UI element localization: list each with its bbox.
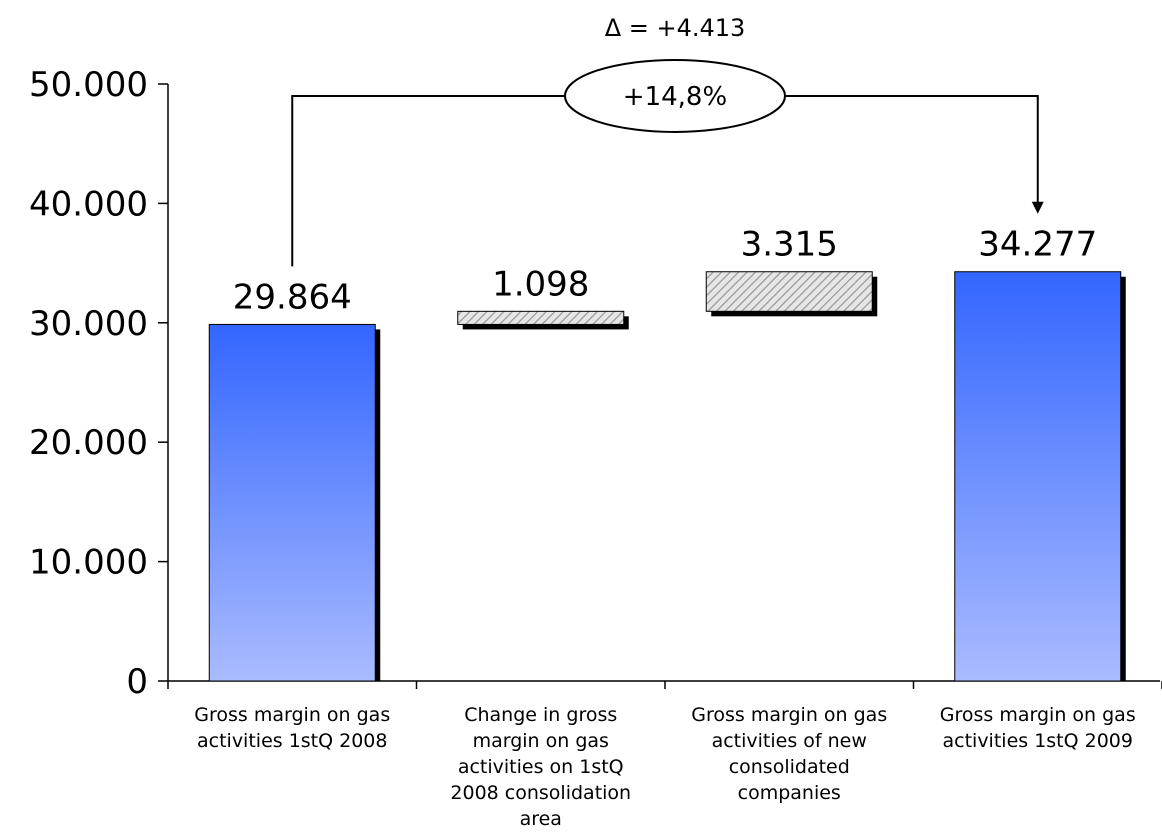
- percent-ellipse: [564, 58, 786, 133]
- bars-layer: [208, 271, 1126, 682]
- axis-layer: 0 10.000 20.000 30.000 40.000 50.000: [29, 65, 1162, 702]
- delta-bar: [457, 310, 625, 325]
- y-tick-label: 20.000: [29, 423, 148, 463]
- y-tick-label: 30.000: [29, 304, 148, 344]
- total-bar: [208, 323, 376, 682]
- bar-value-label: 3.315: [741, 225, 838, 265]
- bracket-arrowhead: [1031, 201, 1044, 214]
- delta-bar: [705, 271, 873, 312]
- category-label: Gross margin on gas activities of new cons…: [691, 704, 887, 804]
- percent-change-label: +14,8%: [623, 82, 727, 112]
- labels-layer: 29.864 Gross margin on gas activities 1stQ…: [194, 225, 1135, 830]
- category-label: Gross margin on gas activities 1stQ 2009: [940, 704, 1136, 752]
- comparison-bracket: [291, 94, 1039, 267]
- y-tick-label: 40.000: [29, 184, 148, 224]
- y-tick-label: 0: [126, 662, 148, 702]
- category-label: Change in gross margin on gas activities o…: [450, 704, 631, 830]
- annotation-layer: +14,8% Δ = +4.413: [291, 14, 1044, 267]
- y-tick-label: 50.000: [29, 65, 148, 105]
- category-label: Gross margin on gas activities 1stQ 2008: [194, 704, 390, 752]
- y-tick-label: 10.000: [29, 543, 148, 583]
- delta-annotation: Δ = +4.413: [605, 14, 746, 42]
- bar-value-label: 1.098: [492, 264, 589, 304]
- bar-value-label: 29.864: [233, 277, 352, 317]
- total-bar: [954, 271, 1122, 682]
- bar-value-label: 34.277: [978, 225, 1097, 265]
